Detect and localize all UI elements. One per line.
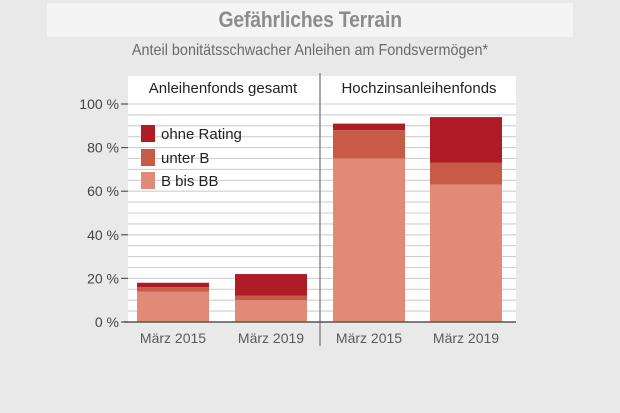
y-tick-label: 0 % bbox=[95, 314, 119, 330]
bar-segment-ohne-rating bbox=[137, 282, 209, 288]
legend-swatch bbox=[141, 172, 155, 189]
chart-subtitle: Anteil bonitätsschwacher Anleihen am Fon… bbox=[131, 42, 489, 59]
y-tick-label: 80 % bbox=[87, 140, 119, 156]
bar-segment-unter-b bbox=[137, 287, 209, 292]
bar-segment-b-bis-bb bbox=[235, 300, 307, 322]
panel-header-1 bbox=[128, 76, 318, 97]
x-tick-label: März 2019 bbox=[238, 330, 304, 346]
panel-label: Hochzinsanleihenfonds bbox=[341, 80, 496, 97]
bar-segment-unter-b bbox=[235, 295, 307, 301]
bar-segment-ohne-rating bbox=[235, 274, 307, 296]
bar-segment-b-bis-bb bbox=[137, 291, 209, 322]
bar-segment-unter-b bbox=[430, 162, 502, 185]
legend-label: B bis BB bbox=[161, 173, 219, 190]
panel-label: Anleihenfonds gesamt bbox=[149, 80, 298, 97]
panel-header-2 bbox=[322, 76, 516, 97]
y-tick-label: 100 % bbox=[79, 96, 119, 112]
chart-title: Gefährliches Terrain bbox=[218, 7, 402, 32]
title-bar: Gefährliches Terrain bbox=[47, 3, 573, 37]
legend-label: unter B bbox=[161, 150, 209, 167]
legend-label: ohne Rating bbox=[161, 126, 242, 143]
y-tick-label: 60 % bbox=[87, 183, 119, 199]
bar-segment-unter-b bbox=[333, 130, 405, 159]
y-tick-label: 40 % bbox=[87, 227, 119, 243]
bar-segment-ohne-rating bbox=[430, 117, 502, 163]
legend-swatch bbox=[141, 125, 155, 142]
x-tick-label: März 2015 bbox=[140, 330, 206, 346]
bar-segment-b-bis-bb bbox=[333, 158, 405, 322]
x-tick-label: März 2019 bbox=[433, 330, 499, 346]
legend-swatch bbox=[141, 149, 155, 166]
x-tick-label: März 2015 bbox=[336, 330, 402, 346]
bar-segment-ohne-rating bbox=[333, 123, 405, 131]
y-tick-label: 20 % bbox=[87, 270, 119, 286]
bar-segment-b-bis-bb bbox=[430, 184, 502, 322]
